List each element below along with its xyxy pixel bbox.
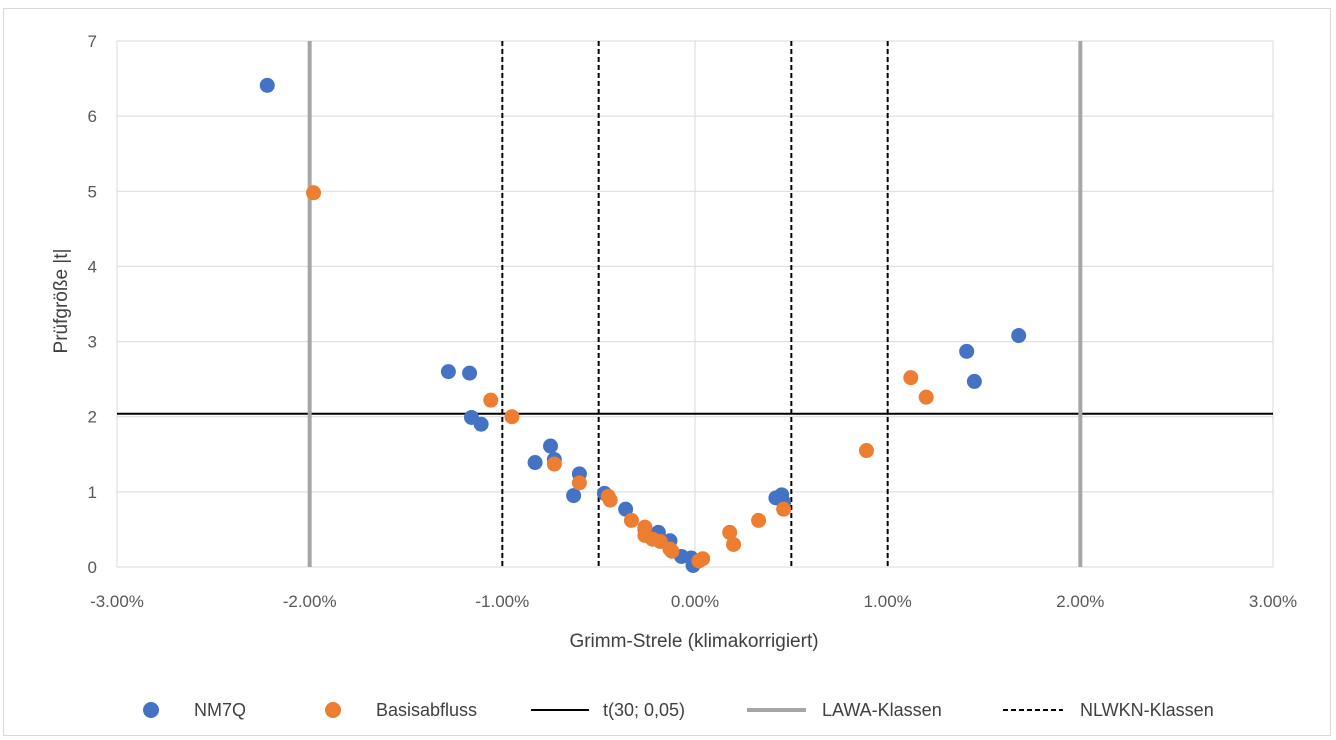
data-point: [543, 438, 558, 454]
y-axis-title: Prüfgröße |t|: [51, 249, 72, 354]
y-tick-label: 2: [88, 408, 97, 427]
legend-label-basisabfluss: Basisabfluss: [376, 700, 477, 720]
data-point: [751, 512, 767, 528]
data-point: [566, 488, 582, 504]
data-point: [618, 501, 634, 517]
data-point: [1011, 328, 1027, 344]
legend-label-lawa: LAWA-Klassen: [822, 700, 942, 720]
legend-item-lawa: LAWA-Klassen: [747, 700, 942, 720]
y-tick-label: 7: [88, 32, 97, 51]
y-tick-label: 3: [88, 333, 97, 352]
legend-marker-nm7q: [143, 702, 159, 718]
data-point: [259, 77, 275, 93]
y-tick-label: 5: [88, 182, 97, 201]
data-point: [903, 370, 919, 386]
y-tick-label: 6: [88, 107, 97, 126]
reference-lines: [117, 41, 1273, 567]
data-point: [527, 455, 543, 471]
x-axis-title: Grimm-Strele (klimakorrigiert): [569, 631, 818, 652]
x-tick-label: -2.00%: [283, 592, 337, 611]
x-tick-label: 3.00%: [1249, 592, 1297, 611]
data-point: [546, 456, 562, 472]
legend-label-t-line: t(30; 0,05): [603, 700, 685, 720]
legend-label-nm7q: NM7Q: [194, 700, 246, 720]
legend: NM7Q Basisabfluss t(30; 0,05) LAWA-Klass…: [143, 700, 1214, 720]
data-point: [858, 443, 874, 459]
data-point: [726, 536, 742, 552]
data-point: [473, 416, 489, 432]
series-1: [306, 185, 934, 569]
data-point: [918, 389, 934, 405]
data-points: [259, 77, 1027, 573]
data-point: [504, 409, 520, 425]
data-point: [462, 365, 478, 381]
legend-marker-basisabfluss: [325, 702, 341, 718]
grid-lines: [116, 40, 1274, 568]
data-point: [483, 392, 499, 408]
data-point: [664, 543, 680, 559]
chart-frame: [3, 8, 1331, 736]
data-point: [571, 475, 587, 491]
y-tick-label: 4: [88, 257, 97, 276]
y-tick-label: 0: [88, 558, 97, 577]
x-tick-label: -3.00%: [90, 592, 144, 611]
data-point: [623, 512, 639, 528]
legend-item-nm7q: NM7Q: [143, 700, 246, 720]
data-point: [776, 501, 792, 517]
y-tick-label: 1: [88, 483, 97, 502]
data-point: [966, 373, 982, 389]
x-tick-label: 2.00%: [1056, 592, 1104, 611]
data-point: [440, 364, 456, 380]
x-tick-label: -1.00%: [475, 592, 529, 611]
data-point: [695, 551, 711, 567]
x-tick-label: 1.00%: [864, 592, 912, 611]
tick-labels: 0 1 2 3 4 5 6 7 -3.00% -2.00% -1.00% 0.00% 1.00% 2.00…: [88, 32, 1298, 611]
legend-item-t-line: t(30; 0,05): [531, 700, 685, 720]
data-point: [959, 343, 975, 359]
x-tick-label: 0.00%: [671, 592, 719, 611]
data-point: [306, 185, 322, 201]
legend-item-nlwkn: NLWKN-Klassen: [1003, 700, 1214, 720]
legend-label-nlwkn: NLWKN-Klassen: [1080, 700, 1214, 720]
legend-item-basisabfluss: Basisabfluss: [325, 700, 477, 720]
data-point: [602, 492, 618, 508]
series-0: [259, 77, 1027, 573]
data-point: [722, 524, 738, 540]
